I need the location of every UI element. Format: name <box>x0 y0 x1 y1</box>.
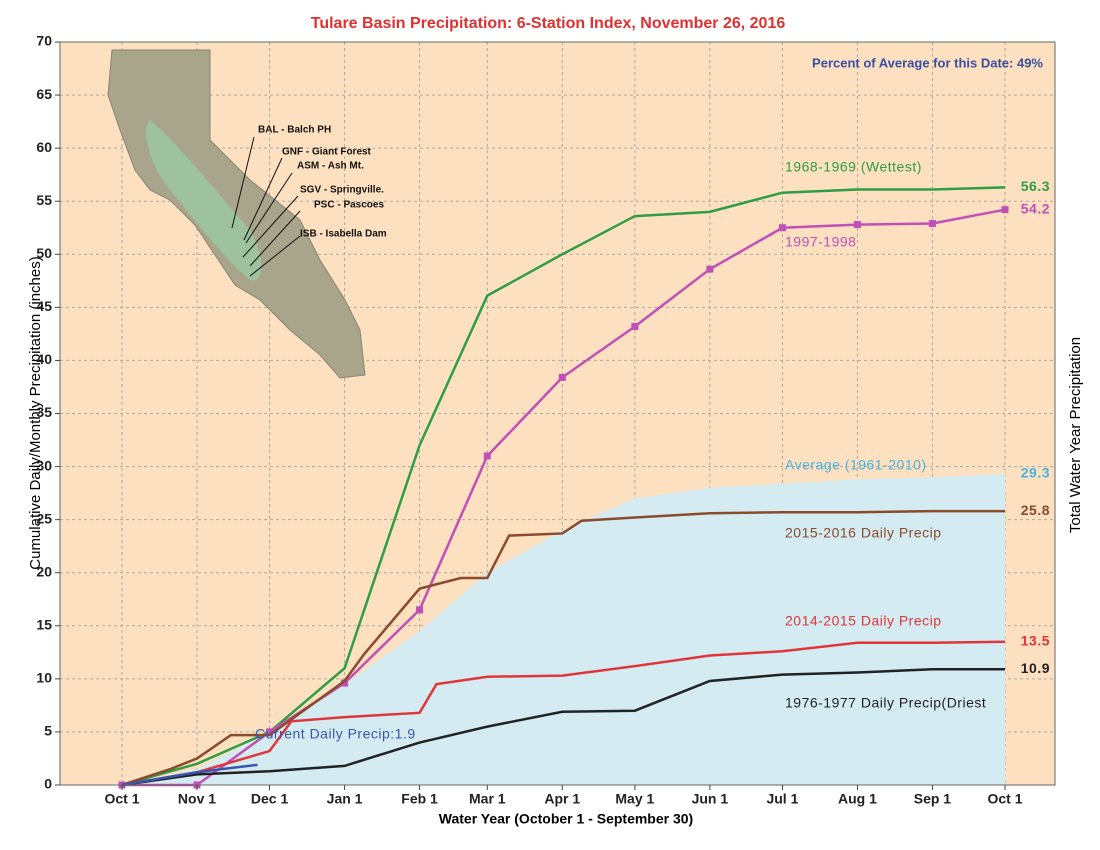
series-label: Average (1961-2010) <box>785 457 927 473</box>
y-tick-label: 25 <box>36 510 52 526</box>
y-tick-label: 65 <box>36 86 52 102</box>
station-label: PSC - Pascoes <box>314 200 384 211</box>
central-valley <box>146 120 262 281</box>
marker <box>416 606 424 614</box>
line <box>121 668 1005 787</box>
series-label: 1997-1998 <box>785 234 856 250</box>
y-tick-label: 15 <box>36 616 52 632</box>
x-tick-label: Nov 1 <box>178 791 216 807</box>
x-tick-label: Feb 1 <box>401 791 438 807</box>
y-tick-label: 35 <box>36 404 52 420</box>
california-map <box>107 49 366 379</box>
marker <box>631 322 639 330</box>
station-label: GNF - Giant Forest <box>282 147 372 158</box>
end-value-label: 56.3 <box>1021 178 1050 194</box>
series-label: 2014-2015 Daily Precip <box>785 613 942 629</box>
y-tick-label: 70 <box>36 33 52 49</box>
y-tick-label: 45 <box>36 298 52 314</box>
x-tick-label: Dec 1 <box>251 791 289 807</box>
y-axis-label: Cumulative Daily/Monthly Precipitation (… <box>27 256 44 569</box>
x-tick-label: Mar 1 <box>469 791 506 807</box>
end-value-label: 29.3 <box>1021 465 1050 481</box>
end-value-label: 25.8 <box>1021 502 1050 518</box>
marker <box>706 265 714 273</box>
marker <box>341 679 349 687</box>
y-tick-label: 30 <box>36 457 52 473</box>
marker <box>778 224 786 232</box>
y-tick-label: 50 <box>36 245 52 261</box>
marker <box>558 373 566 381</box>
station-label: SGV - Springville. <box>300 185 384 196</box>
annotation: Percent of Average for this Date: 49% <box>812 55 1043 70</box>
series-label: 2015-2016 Daily Precip <box>785 525 942 541</box>
station-label: ISB - Isabella Dam <box>300 229 387 240</box>
chart-title: Tulare Basin Precipitation: 6-Station In… <box>311 15 786 32</box>
x-tick-label: Jul 1 <box>766 791 798 807</box>
series-label: Current Daily Precip:1.9 <box>255 726 416 742</box>
map: BAL - Balch PH GNF - Giant Forest ASM - … <box>107 49 387 379</box>
y-tick-label: 60 <box>36 139 52 155</box>
line <box>121 509 1005 787</box>
line <box>121 763 258 787</box>
marker <box>1001 206 1009 214</box>
series-label: 1968-1969 (Wettest) <box>785 159 922 175</box>
x-axis-label: Water Year (October 1 - September 30) <box>439 811 693 827</box>
x-tick-label: Oct 1 <box>987 791 1022 807</box>
y2-axis-label: Total Water Year Precipitation <box>1067 337 1084 533</box>
y-tick-label: 10 <box>36 670 52 686</box>
marker <box>853 221 861 229</box>
marker <box>483 452 491 460</box>
y-tick-label: 55 <box>36 192 52 208</box>
marker <box>266 728 274 736</box>
marker <box>928 220 936 228</box>
x-tick-label: May 1 <box>615 791 654 807</box>
end-value-label: 54.2 <box>1021 200 1050 216</box>
y-tick-label: 20 <box>36 563 52 579</box>
x-tick-label: Oct 1 <box>104 791 139 807</box>
area <box>122 474 1005 785</box>
end-value-label: 13.5 <box>1021 632 1050 648</box>
data <box>118 186 1009 789</box>
x-tick-label: Aug 1 <box>838 791 877 807</box>
station-label: BAL - Balch PH <box>258 125 331 136</box>
series-label: 1976-1977 Daily Precip(Driest <box>785 695 986 711</box>
x-tick-label: Apr 1 <box>544 791 580 807</box>
x-tick-label: Sep 1 <box>914 791 952 807</box>
end-value-label: 10.9 <box>1021 660 1050 676</box>
y-tick-label: 0 <box>44 776 52 792</box>
station-label: ASM - Ash Mt. <box>297 161 364 172</box>
y-tick-label: 5 <box>44 723 52 739</box>
y-tick-label: 40 <box>36 351 52 367</box>
x-tick-label: Jun 1 <box>692 791 729 807</box>
x-tick-label: Jan 1 <box>327 791 363 807</box>
line <box>121 640 1006 787</box>
